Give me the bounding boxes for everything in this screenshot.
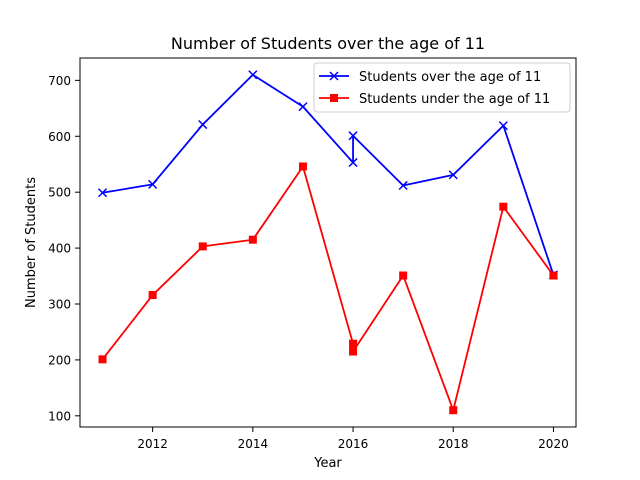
legend-marker-square-shape xyxy=(329,94,338,103)
legend-marker-x xyxy=(329,71,339,81)
series-layer xyxy=(97,70,559,415)
y-tick-label: 600 xyxy=(48,130,71,144)
data-point-square xyxy=(148,291,157,300)
data-point-square xyxy=(248,235,257,244)
legend-box xyxy=(313,62,571,113)
legend-marker-square xyxy=(329,94,338,103)
x-tick-label: 2012 xyxy=(137,437,168,451)
x-tick-label: 2020 xyxy=(538,437,569,451)
plot-frame xyxy=(79,57,577,428)
x-tick-label: 2018 xyxy=(438,437,469,451)
data-point-square xyxy=(549,271,558,280)
data-point-x xyxy=(498,121,508,131)
data-point-x xyxy=(348,131,358,141)
legend-label-over-11: Students over the age of 11 xyxy=(359,70,541,85)
data-point-square xyxy=(399,271,408,280)
plot-area: 2012 2014 2016 2018 2020 100 200 300 400 500 600 7… xyxy=(48,57,577,451)
y-tick-label: 100 xyxy=(48,409,71,423)
data-point-x xyxy=(198,119,208,130)
data-point-x xyxy=(248,70,258,80)
data-point-square xyxy=(449,406,458,415)
x-axis-ticks: 2012 2014 2016 2018 2020 xyxy=(137,427,569,451)
y-tick-label: 200 xyxy=(48,353,71,367)
data-point-x xyxy=(348,157,358,168)
data-point-x xyxy=(398,180,408,191)
legend: Students over the age of 11 Students und… xyxy=(313,62,571,113)
legend-marker-x-shape xyxy=(329,71,339,81)
y-axis-ticks: 100 200 300 400 500 600 700 xyxy=(48,74,80,423)
data-point-x xyxy=(97,188,108,198)
series-over-11 xyxy=(97,70,559,280)
y-tick-label: 400 xyxy=(48,242,71,256)
data-point-x xyxy=(448,170,458,180)
y-axis-label: Number of Students xyxy=(24,177,39,308)
x-tick-label: 2014 xyxy=(238,437,269,451)
data-point-square xyxy=(298,162,307,171)
data-point-square xyxy=(499,202,508,211)
data-point-square xyxy=(98,355,107,364)
data-point-square xyxy=(349,347,358,356)
x-tick-label: 2016 xyxy=(338,437,369,451)
y-tick-label: 500 xyxy=(48,186,71,200)
chart-title: Number of Students over the age of 11 xyxy=(171,34,485,53)
x-axis-label: Year xyxy=(313,456,342,471)
y-tick-label: 300 xyxy=(48,298,71,312)
data-point-x xyxy=(298,102,308,112)
data-point-x xyxy=(148,179,158,189)
y-tick-label: 700 xyxy=(48,74,71,88)
series-under-11 xyxy=(98,162,558,415)
data-point-square xyxy=(349,339,358,348)
legend-label-under-11: Students under the age of 11 xyxy=(359,92,550,107)
data-point-square xyxy=(198,242,207,251)
